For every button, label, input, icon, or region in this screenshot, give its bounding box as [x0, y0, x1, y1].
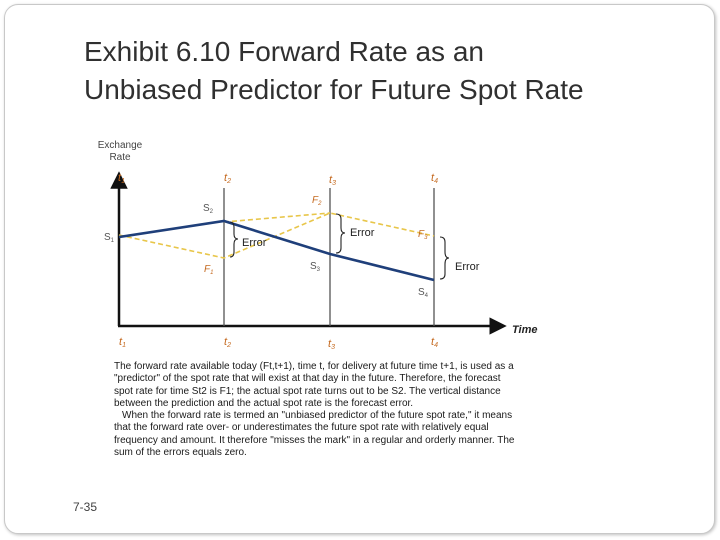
forward-label-f1: F1	[204, 264, 213, 276]
time-label-bottom-t1: t1	[119, 336, 126, 349]
title-line-1: Exhibit 6.10 Forward Rate as an	[84, 36, 484, 67]
caption-paragraph-1: The forward rate available today (Ft,t+1…	[114, 361, 514, 409]
y-axis-label-line1: Exchange	[98, 140, 143, 151]
forward-projection-line	[223, 212, 331, 223]
time-label-top-t3: t3	[329, 174, 336, 187]
x-axis-label: Time	[512, 324, 537, 336]
error-brace-2	[335, 213, 346, 254]
error-label-2: Error	[350, 227, 375, 239]
time-label-bottom-t3: t3	[328, 338, 335, 351]
caption-paragraph-2: When the forward rate is termed an "unbi…	[114, 410, 515, 459]
title-line-2: Unbiased Predictor for Future Spot Rate	[84, 74, 584, 105]
caption: The forward rate available today (Ft,t+1…	[114, 361, 520, 459]
page-number: 7-35	[73, 500, 98, 514]
spot-label-s3: S3	[310, 261, 321, 273]
spot-label-s1: S1	[104, 232, 115, 244]
forward-label-f2: F2	[312, 195, 322, 207]
time-label-bottom-t4: t4	[431, 336, 438, 349]
time-label-top-t1: t1	[118, 172, 125, 185]
error-brace-3	[439, 236, 450, 280]
slide: Exhibit 6.10 Forward Rate as an Unbiased…	[4, 4, 715, 534]
spot-label-s2: S2	[203, 203, 214, 215]
error-label-1: Error	[242, 237, 267, 249]
error-label-3: Error	[455, 261, 480, 273]
slide-title: Exhibit 6.10 Forward Rate as an Unbiased…	[84, 33, 704, 109]
forward-label-f3: F3	[418, 229, 428, 241]
y-axis-label-line2: Rate	[109, 152, 131, 163]
forward-rate-line	[118, 212, 435, 259]
spot-label-s4: S4	[418, 287, 429, 299]
time-label-top-t4: t4	[431, 172, 438, 185]
error-brace-1	[229, 221, 239, 258]
time-label-bottom-t2: t2	[224, 336, 231, 349]
spot-rate-line	[118, 219, 435, 282]
time-label-top-t2: t2	[224, 172, 231, 185]
